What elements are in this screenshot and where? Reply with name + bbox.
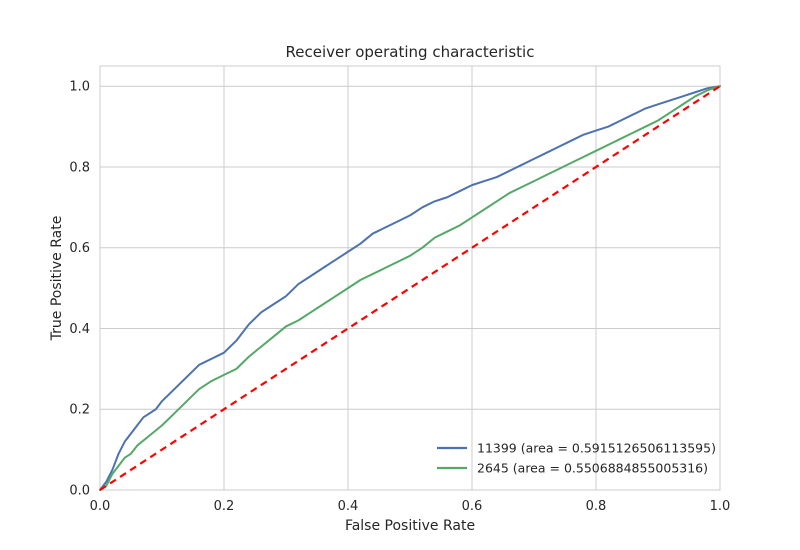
- plot-area: [99, 65, 721, 491]
- y-tick-label: 0.4: [69, 322, 90, 337]
- legend-label-series-1: 11399 (area = 0.5915126506113595): [477, 441, 716, 456]
- x-tick-label: 0.8: [586, 499, 607, 514]
- legend-label-series-2: 2645 (area = 0.5506884855005316): [477, 461, 708, 476]
- y-axis-label: True Positive Rate: [49, 216, 65, 342]
- y-tick-label: 0.2: [69, 403, 90, 418]
- chance-diagonal-line: [99, 85, 721, 491]
- roc-curve-series-2: [99, 85, 721, 491]
- ticks: 0.0 0.2 0.4 0.6 0.8 1.0 0.0 0.2 0.4 0.6 0.8 1.0: [69, 80, 730, 514]
- legend: 11399 (area = 0.5915126506113595) 2645 (…: [437, 441, 716, 476]
- x-tick-label: 0.4: [338, 499, 359, 514]
- x-tick-label: 1.0: [710, 499, 731, 514]
- x-tick-label: 0.0: [90, 499, 111, 514]
- series-layer: [99, 85, 721, 491]
- grid: [99, 66, 721, 491]
- y-tick-label: 0.6: [69, 241, 90, 256]
- x-tick-label: 0.2: [214, 499, 235, 514]
- chart-title: Receiver operating characteristic: [286, 43, 535, 61]
- roc-curve-series-1: [99, 85, 721, 491]
- x-tick-label: 0.6: [462, 499, 483, 514]
- y-tick-label: 0.8: [69, 160, 90, 175]
- y-tick-label: 1.0: [69, 80, 90, 95]
- x-axis-label: False Positive Rate: [345, 518, 475, 534]
- y-tick-label: 0.0: [69, 484, 90, 499]
